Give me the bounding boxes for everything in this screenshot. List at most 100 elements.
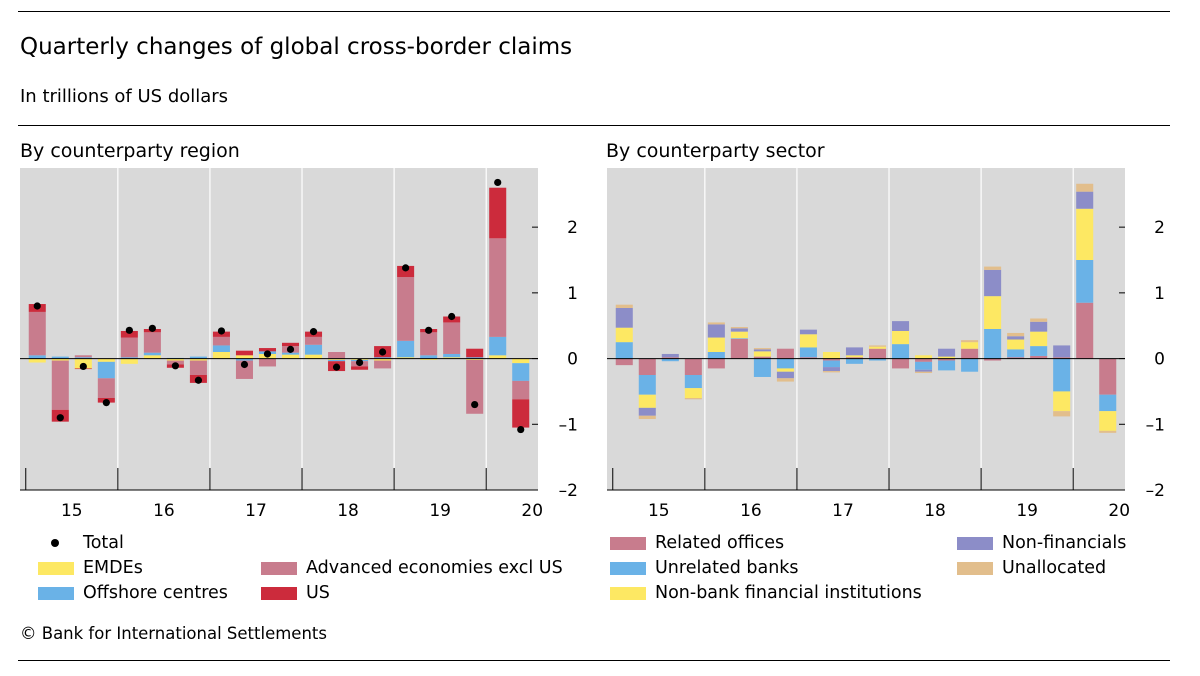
related-swatch [610,537,646,550]
x-tick-label: 19 [429,501,451,521]
bar-unallocated-2018Q4 [961,340,979,343]
total-point-2017Q1 [217,327,226,335]
bar-advanced-2018Q4 [374,360,392,369]
bar-nonbank-2016Q1 [707,337,725,352]
bar-related-2017Q2 [822,358,840,361]
bar-offshore-2015Q2 [51,356,69,359]
bar-related-2015Q2 [638,358,656,375]
bar-unallocated-2020Q1 [1076,183,1094,192]
bar-offshore-2020Q1 [489,336,507,356]
bar-related-2015Q1 [615,358,633,366]
bar-related-2018Q1 [892,358,910,369]
x-tick-label: 19 [1016,501,1038,521]
bar-unallocated-2015Q2 [638,415,656,420]
nonfin-swatch [957,537,993,550]
total-point-2018Q3 [355,358,364,367]
bar-emdes-2017Q4 [281,354,300,359]
x-tick-label: 20 [521,501,543,521]
bar-related-2020Q2 [1099,358,1117,395]
bar-advanced-2017Q2 [235,360,253,379]
sector-chart: 15 16 17 18 19 20 –2 –1 0 1 2 [607,168,1165,521]
bar-unrelated-2018Q2 [915,361,933,370]
y-tick-label: 0 [1154,350,1165,370]
y-tick-label: 1 [567,284,578,304]
region-chart: 15 16 17 18 19 20 –2 –1 0 1 2 [20,168,578,521]
bar-us-2017Q4 [281,342,300,347]
x-tick-label: 17 [832,501,854,521]
bar-nonbank-2015Q4 [684,388,702,398]
bar-us-2020Q1 [489,187,507,239]
total-point-2015Q1 [33,302,41,310]
bar-related-2019Q4 [1053,357,1071,359]
bar-unrelated-2016Q3 [753,358,771,377]
bar-advanced-2017Q1 [212,336,230,346]
total-point-2016Q2 [148,324,156,332]
bar-nonbank-2019Q3 [1030,331,1048,347]
bar-nonfin-2019Q3 [1030,321,1048,332]
bar-offshore-2018Q4 [374,357,392,359]
bar-related-2017Q3 [845,357,864,359]
y-tick-label: 2 [567,218,578,238]
bar-unrelated-2019Q1 [984,329,1002,359]
unrelated-swatch [610,562,646,575]
bar-us-2016Q1 [120,330,138,338]
bar-unallocated-2019Q1 [984,266,1002,270]
bar-related-2018Q2 [915,358,933,362]
bar-advanced-2019Q1 [397,277,415,341]
bar-emdes-2019Q4 [466,358,484,360]
bar-unallocated-2020Q2 [1099,430,1117,433]
bar-related-2019Q2 [1007,357,1025,359]
bar-unrelated-2016Q4 [776,358,794,369]
bar-nonbank-2019Q1 [984,296,1002,329]
bar-nonfin-2017Q3 [845,347,864,356]
bar-nonbank-2020Q1 [1076,208,1094,260]
advanced-swatch [261,562,297,575]
bar-emdes-2017Q2 [235,355,253,359]
bar-advanced-2020Q2 [512,380,530,400]
bar-nonbank-2018Q3 [938,356,956,359]
total-point-2019Q1 [402,264,410,272]
bar-nonbank-2017Q4 [868,346,887,349]
bar-us-2019Q4 [466,348,484,358]
total-point-2015Q2 [56,414,64,422]
bar-emdes-2019Q1 [397,357,415,359]
bar-offshore-2020Q2 [512,363,530,381]
bar-nonfin-2018Q1 [892,321,910,331]
bar-unrelated-2015Q1 [615,342,633,359]
bar-emdes-2017Q1 [212,352,230,359]
bar-offshore-2017Q4 [281,352,300,355]
bar-offshore-2015Q4 [97,361,115,379]
bar-emdes-2015Q4 [97,358,115,362]
bar-emdes-2015Q1 [28,358,46,363]
legend-sector: Related offices Unrelated banks Non-bank… [610,531,1170,611]
bar-emdes-2018Q2 [328,358,346,360]
bar-unallocated-2016Q2 [730,327,748,329]
bar-related-2017Q4 [868,348,887,359]
bar-us-2018Q3 [351,366,369,370]
total-point-2017Q3 [263,350,272,358]
bar-nonfin-2016Q2 [730,328,748,332]
y-tick-label: 2 [1154,218,1165,238]
bar-related-2017Q1 [799,357,817,359]
top-rule [18,11,1170,12]
us-swatch [261,587,297,600]
bar-unrelated-2019Q4 [1053,358,1071,392]
bar-nonfin-2015Q2 [638,407,656,416]
bar-nonfin-2019Q2 [1007,336,1025,340]
bar-nonbank-2018Q2 [915,355,933,359]
bar-unallocated-2019Q3 [1030,318,1048,322]
bar-nonbank-2016Q2 [730,331,748,339]
bar-advanced-2015Q3 [74,355,92,358]
panel-title-sector: By counterparty sector [606,140,825,162]
total-point-2018Q1 [309,328,318,336]
bar-related-2020Q1 [1076,302,1094,359]
bar-nonfin-2018Q3 [938,348,956,357]
y-tick-label: 1 [1154,284,1165,304]
total-point-2018Q4 [379,348,387,356]
bar-unrelated-2015Q3 [661,358,679,362]
bar-us-2017Q3 [258,348,277,352]
bar-related-2016Q2 [730,338,748,359]
bar-unrelated-2015Q4 [684,375,702,389]
bar-unrelated-2019Q2 [1007,349,1025,358]
y-tick-label: –2 [559,481,578,501]
